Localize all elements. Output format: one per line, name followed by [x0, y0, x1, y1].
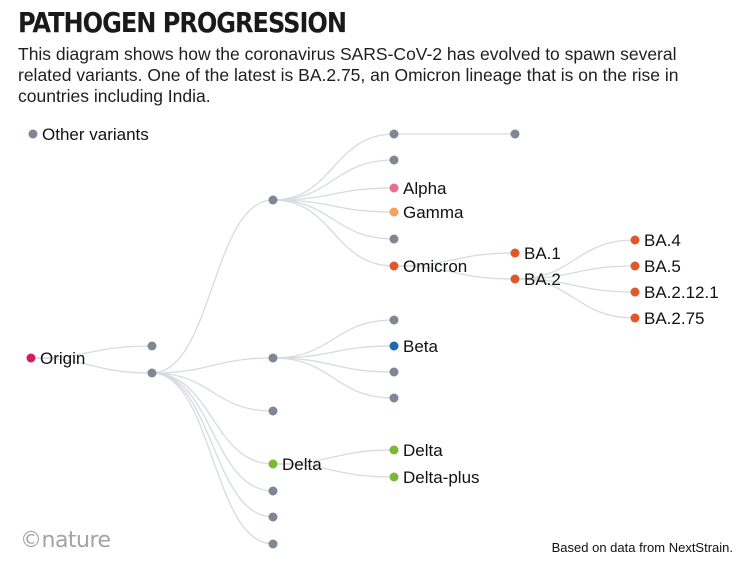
other-variant-node: [147, 341, 157, 351]
other-variant-node: [268, 539, 278, 549]
label-ba-4: BA.4: [644, 231, 681, 250]
tree-edge: [272, 199, 395, 240]
node-ba-5: [630, 261, 640, 271]
label-ba-2-75: BA.2.75: [644, 309, 705, 328]
node-delta: [268, 459, 278, 469]
tree-edge: [272, 159, 395, 201]
tree-edge: [272, 187, 395, 201]
tree-edge: [272, 463, 395, 478]
other-variant-node: [147, 368, 157, 378]
tree-edge: [151, 372, 274, 518]
label-omicron: Omicron: [403, 257, 467, 276]
node-omicron: [389, 261, 399, 271]
node-beta: [389, 341, 399, 351]
tree-edge: [514, 278, 636, 319]
node-alpha: [389, 183, 399, 193]
other-variant-node: [389, 155, 399, 165]
source-note: Based on data from NextStrain.: [551, 540, 733, 555]
tree-edge: [393, 265, 516, 280]
label-ba-5: BA.5: [644, 257, 681, 276]
tree-edge: [272, 199, 395, 267]
label-delta: Delta: [403, 441, 443, 460]
tree-edge: [272, 319, 395, 359]
other-variant-node: [268, 512, 278, 522]
tree-edge: [514, 278, 636, 293]
tree-edge: [151, 199, 274, 374]
other-variant-node: [389, 129, 399, 139]
label-delta: Delta: [282, 455, 322, 474]
description: This diagram shows how the coronavirus S…: [18, 44, 679, 106]
other-variant-node: [510, 129, 520, 139]
tree-edge: [272, 357, 395, 399]
other-variant-node: [268, 406, 278, 416]
tree-edge: [151, 372, 274, 545]
tree-edge: [272, 357, 395, 373]
node-origin: [26, 353, 36, 363]
tree-edge: [30, 345, 153, 359]
label-gamma: Gamma: [403, 203, 464, 222]
label-beta: Beta: [403, 337, 439, 356]
tree-edge: [272, 345, 395, 359]
other-variant-node: [389, 234, 399, 244]
node-ba-2-12-1: [630, 287, 640, 297]
tree-edge: [272, 133, 395, 201]
label-ba-2-12-1: BA.2.12.1: [644, 283, 719, 302]
node-ba-1: [510, 248, 520, 258]
tree-edges: [30, 133, 636, 545]
tree-edge: [272, 449, 395, 465]
tree-edge: [151, 372, 274, 412]
tree-edge: [151, 357, 274, 374]
tree-edge: [393, 252, 516, 267]
other-variant-node: [268, 486, 278, 496]
node-delta-plus: [389, 472, 399, 482]
page-title: PATHOGEN PROGRESSION: [18, 6, 347, 39]
label-alpha: Alpha: [403, 179, 447, 198]
tree-edge: [30, 357, 153, 374]
label-delta-plus: Delta-plus: [403, 468, 480, 487]
legend-label: Other variants: [42, 125, 149, 144]
other-variant-node: [389, 367, 399, 377]
tree-edge: [514, 265, 636, 280]
label-origin: Origin: [40, 349, 85, 368]
label-ba-1: BA.1: [524, 244, 561, 263]
other-variant-node: [268, 353, 278, 363]
node-ba-4: [630, 235, 640, 245]
legend-marker: [28, 129, 38, 139]
other-variant-node: [389, 393, 399, 403]
tree-edge: [151, 372, 274, 465]
tree-nodes: Origin Alpha Gamma Omicron BA.1 BA.2 BA.4 BA.5 B…: [26, 129, 719, 549]
node-ba-2: [510, 274, 520, 284]
other-variant-node: [268, 195, 278, 205]
tree-edge: [272, 199, 395, 213]
label-ba-2: BA.2: [524, 270, 561, 289]
tree-edge: [514, 239, 636, 280]
node-ba-2-75: [630, 313, 640, 323]
other-variant-node: [389, 315, 399, 325]
node-gamma: [389, 207, 399, 217]
nature-logo: ©nature: [20, 528, 111, 553]
node-delta: [389, 445, 399, 455]
tree-edge: [151, 372, 274, 492]
